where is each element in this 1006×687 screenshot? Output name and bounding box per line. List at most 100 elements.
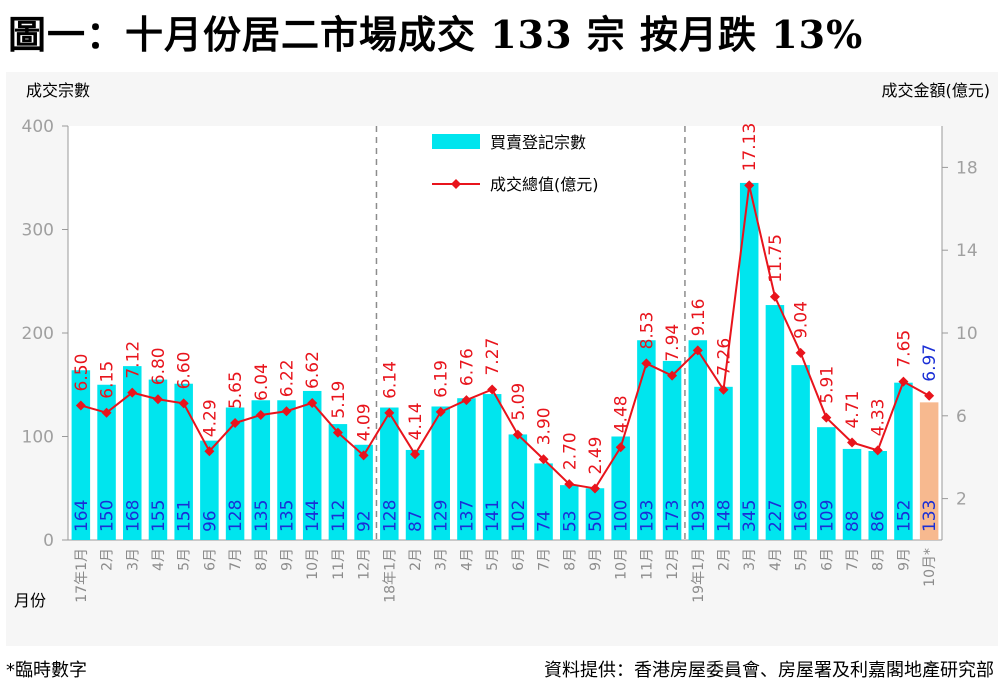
bar-value-label: 50: [586, 510, 606, 532]
value-point: [230, 418, 241, 429]
left-tick-label: 0: [43, 531, 54, 551]
bar-value-label: 92: [355, 510, 375, 532]
bar-value-label: 148: [715, 500, 735, 532]
value-point: [127, 387, 138, 398]
line-value-label: 4.33: [869, 399, 889, 437]
bar: [431, 406, 450, 540]
value-point: [641, 358, 652, 369]
bar: [560, 485, 579, 540]
category-label: 5月: [177, 548, 193, 571]
value-point: [307, 397, 318, 408]
line-value-label: 6.76: [457, 348, 477, 386]
bar: [662, 360, 682, 540]
bar: [637, 340, 656, 540]
value-point: [178, 398, 189, 409]
bar: [868, 450, 887, 540]
bar: [251, 400, 271, 540]
bar-value-label: 135: [252, 500, 272, 532]
value-point: [461, 395, 472, 406]
bar: [225, 407, 245, 540]
bar: [380, 407, 399, 540]
bar-value-label: 141: [483, 500, 503, 532]
bar: [405, 449, 425, 540]
bar-value-label: 155: [149, 500, 169, 532]
category-label: 10月: [305, 548, 321, 580]
bar: [714, 386, 733, 540]
category-label: 19年1月: [691, 548, 707, 603]
left-tick-label: 300: [22, 221, 54, 241]
line-value-label: 9.04: [792, 301, 812, 339]
bar-value-label: 96: [200, 510, 220, 532]
category-label: 12月: [357, 548, 373, 580]
value-point: [255, 409, 266, 420]
line-value-label: 5.91: [817, 366, 837, 404]
line-value-label: 4.14: [406, 402, 426, 440]
category-label: 3月: [434, 548, 450, 571]
right-tick-label: 10: [956, 324, 978, 344]
category-label: 9月: [588, 548, 604, 571]
bar-value-label: 102: [509, 500, 529, 532]
bar-value-label: 53: [560, 510, 580, 532]
category-label: 3月: [125, 548, 141, 571]
category-label: 7月: [537, 548, 553, 571]
line-value-label: 6.15: [98, 361, 118, 399]
bar: [354, 444, 373, 540]
bar-value-label: 129: [432, 500, 452, 532]
bar: [765, 305, 785, 540]
value-point: [512, 429, 523, 440]
value-point: [152, 394, 163, 405]
category-label: 5月: [794, 548, 810, 571]
bar: [842, 448, 862, 540]
combo-chart: 0 100 200 300 400 2 6 10 14 18 成交宗數 成交金額(億元) 月份 164 15…: [14, 81, 991, 610]
value-point: [667, 370, 678, 381]
value-point: [564, 479, 575, 490]
chart-panel: 0 100 200 300 400 2 6 10 14 18 成交宗數 成交金額(億元) 月份 164 15…: [6, 72, 998, 646]
line-value-label: 2.70: [560, 432, 580, 470]
legend-line-marker: [451, 179, 461, 189]
category-label: 3月: [742, 548, 758, 571]
provisional-footnote: *臨時數字: [6, 660, 87, 681]
category-label: 7月: [228, 548, 244, 571]
category-label: 18年1月: [382, 548, 398, 603]
bar: [97, 384, 116, 540]
bar-value-label: 193: [689, 500, 709, 532]
line-value-label: 7.65: [894, 330, 914, 368]
right-tick-label: 2: [956, 490, 967, 510]
bar-value-label: 133: [920, 500, 940, 532]
line-value-label: 6.19: [432, 360, 452, 398]
value-point: [101, 407, 112, 418]
bar-value-label: 86: [869, 510, 889, 532]
category-label: 8月: [871, 548, 887, 571]
line-value-label: 8.53: [637, 312, 657, 350]
left-tick-label: 100: [22, 428, 54, 448]
category-label: 5月: [485, 548, 501, 571]
bar-value-label: 128: [226, 500, 246, 532]
value-point: [487, 384, 498, 395]
line-value-label: 5.65: [226, 371, 246, 409]
bar-value-label: 151: [175, 500, 195, 532]
value-point: [410, 449, 421, 460]
bar-value-label: 345: [740, 500, 760, 532]
value-point: [898, 376, 909, 387]
bar-value-label: 109: [817, 500, 837, 532]
legend-line-label: 成交總值(億元): [490, 175, 599, 194]
bar-value-label: 173: [663, 500, 683, 532]
bar: [508, 434, 528, 540]
page-title: 圖一：十月份居二市場成交 133 宗 按月跌 13%: [8, 12, 864, 57]
left-axis-title: 成交宗數: [26, 81, 90, 100]
bar: [277, 400, 296, 540]
category-label: 6月: [202, 548, 218, 571]
category-label: 2月: [100, 548, 116, 571]
right-axis-title: 成交金額(億元): [882, 81, 991, 100]
bar-value-label: 168: [123, 500, 143, 532]
right-tick-label: 14: [956, 241, 978, 261]
left-tick-label: 200: [22, 324, 54, 344]
category-label: 9月: [280, 548, 296, 571]
bar: [302, 390, 322, 540]
bar: [919, 402, 939, 540]
line-value-label: 4.71: [843, 391, 863, 429]
line-value-label: 17.13: [740, 123, 760, 172]
value-point: [821, 412, 832, 423]
value-point: [75, 400, 86, 411]
line-value-label: 6.62: [303, 351, 323, 389]
